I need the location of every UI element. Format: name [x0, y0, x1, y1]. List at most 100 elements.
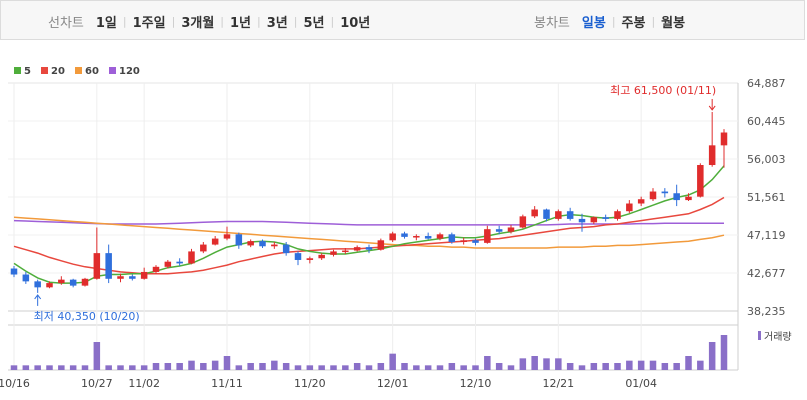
- range-tab-3m[interactable]: 3개월: [181, 16, 215, 31]
- candle-body: [555, 211, 562, 219]
- candle-body: [590, 217, 598, 223]
- volume-bar: [58, 365, 65, 370]
- volume-bar: [211, 360, 219, 370]
- volume-bar: [235, 365, 243, 370]
- volume-bar: [436, 365, 444, 370]
- candle-body: [626, 203, 633, 212]
- legend-swatch: [109, 67, 116, 74]
- high-arrow-head: [708, 105, 716, 111]
- volume-bar: [673, 363, 680, 370]
- legend-label-20: 20: [51, 66, 65, 77]
- volume-bar: [93, 342, 101, 370]
- range-tabs: 선차트 1일 | 1주일 | 3개월 | 1년 | 3년 | 5년 | 10년: [48, 12, 370, 31]
- candle-body: [69, 279, 77, 286]
- volume-bar: [69, 365, 77, 370]
- candle-body: [140, 271, 148, 279]
- candle-body: [117, 276, 124, 279]
- candle-body: [247, 241, 254, 246]
- legend-swatch: [41, 67, 48, 74]
- candle-body: [389, 233, 396, 241]
- candle-body: [685, 196, 692, 201]
- candle-body: [330, 251, 337, 255]
- candle-body: [365, 247, 373, 250]
- type-tab-weekly[interactable]: 주봉: [621, 16, 646, 31]
- candle-body: [200, 244, 207, 252]
- legend-label-120: 120: [119, 66, 140, 77]
- candle-body: [282, 244, 290, 254]
- y-tick-label: 38,235: [747, 305, 786, 318]
- volume-bar: [590, 363, 598, 370]
- volume-bar: [365, 365, 373, 370]
- candle-body: [436, 234, 444, 239]
- candle-body: [176, 261, 183, 264]
- volume-bar: [282, 363, 290, 370]
- candle-body: [22, 274, 30, 282]
- x-tick-label: 10/27: [81, 377, 113, 390]
- legend-label-5: 5: [24, 66, 31, 77]
- candle-body: [649, 191, 657, 200]
- volume-bar: [330, 365, 337, 370]
- volume-bar: [34, 365, 41, 370]
- volume-bar: [543, 358, 550, 370]
- candle-body: [484, 229, 491, 243]
- volume-legend-swatch: [758, 331, 761, 340]
- x-tick-label: 11/11: [211, 377, 243, 390]
- candle-body: [519, 216, 527, 228]
- candle-body: [401, 233, 408, 237]
- low-annotation: 최저 40,350 (10/20): [34, 310, 140, 323]
- y-tick-label: 42,677: [747, 267, 786, 280]
- candle-body: [342, 250, 349, 253]
- volume-bar: [413, 365, 420, 370]
- range-tab-1y[interactable]: 1년: [230, 16, 252, 31]
- range-tab-1w[interactable]: 1주일: [132, 16, 166, 31]
- candle-body: [472, 240, 479, 243]
- candle-body: [543, 209, 550, 219]
- range-tab-3y[interactable]: 3년: [266, 16, 288, 31]
- range-tab-1d[interactable]: 1일: [95, 16, 117, 31]
- candle-body: [152, 266, 160, 272]
- candle-body: [259, 241, 266, 247]
- candle-chart-label[interactable]: 봉차트: [534, 16, 570, 31]
- candle-body: [223, 234, 231, 239]
- candle-body: [46, 283, 53, 288]
- candle-body: [34, 281, 41, 288]
- candle-body: [81, 278, 89, 286]
- volume-bar: [81, 365, 89, 370]
- x-tick-label: 12/10: [460, 377, 492, 390]
- volume-bar: [507, 365, 515, 370]
- x-tick-label: 12/21: [542, 377, 574, 390]
- y-tick-label: 64,887: [747, 77, 786, 90]
- type-tab-daily[interactable]: 일봉: [581, 16, 606, 31]
- ma-line-ma60: [13, 216, 725, 249]
- volume-bar: [117, 365, 124, 370]
- high-annotation: 최고 61,500 (01/11): [610, 84, 716, 97]
- volume-bar: [259, 363, 266, 370]
- volume-bar: [424, 365, 432, 370]
- candle-body: [294, 253, 302, 260]
- volume-bar: [661, 363, 669, 370]
- volume-bar: [531, 356, 538, 370]
- x-tick-label: 11/02: [128, 377, 160, 390]
- ma-line-ma120: [13, 219, 724, 226]
- volume-bar: [708, 342, 716, 370]
- legend-swatch: [14, 67, 21, 74]
- legend-swatch: [75, 67, 82, 74]
- candle-body: [271, 244, 278, 247]
- volume-bar: [105, 365, 112, 370]
- ma-line-ma20: [13, 196, 725, 275]
- type-tab-monthly[interactable]: 월봉: [661, 16, 686, 31]
- x-tick-label: 01/04: [625, 377, 657, 390]
- candle-body: [614, 211, 621, 219]
- line-chart-label[interactable]: 선차트: [48, 16, 84, 31]
- volume-bar: [637, 360, 645, 370]
- candle-body: [566, 211, 574, 219]
- volume-bar: [318, 365, 325, 370]
- range-tab-10y[interactable]: 10년: [340, 16, 371, 31]
- candle-body: [637, 199, 645, 204]
- x-tick-label: 11/20: [294, 377, 326, 390]
- candle-body: [507, 227, 515, 232]
- volume-bar: [342, 365, 349, 370]
- range-tab-5y[interactable]: 5년: [303, 16, 325, 31]
- volume-bar: [353, 363, 361, 370]
- volume-bar: [223, 356, 231, 370]
